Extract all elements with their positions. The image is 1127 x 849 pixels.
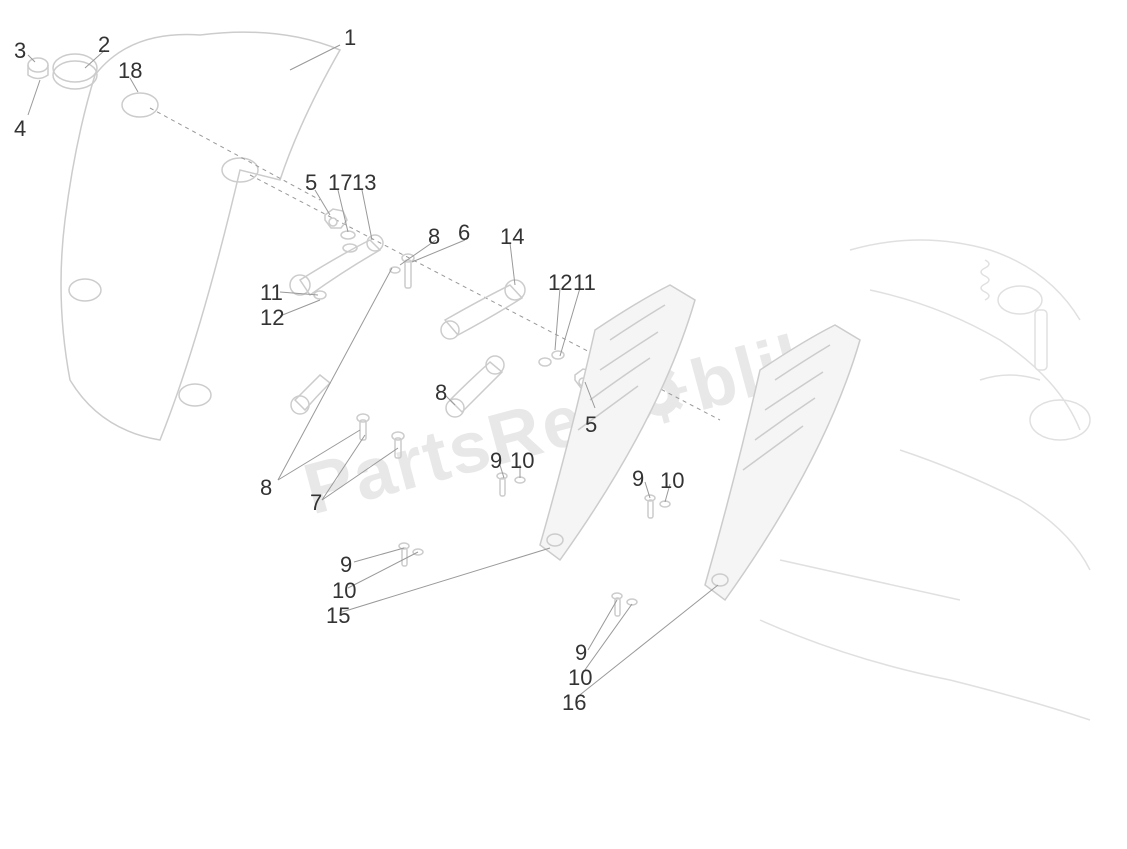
callout-8b: 8 xyxy=(260,475,272,501)
callout-8c: 8 xyxy=(435,380,447,406)
callout-14: 14 xyxy=(500,224,524,250)
callout-6: 6 xyxy=(458,220,470,246)
callout-9d: 9 xyxy=(575,640,587,666)
callout-4: 4 xyxy=(14,116,26,142)
callout-1: 1 xyxy=(344,25,356,51)
callout-11b: 11 xyxy=(573,270,596,296)
callout-13: 13 xyxy=(352,170,376,196)
callout-17: 17 xyxy=(328,170,352,196)
callout-5b: 5 xyxy=(585,412,597,438)
callout-5a: 5 xyxy=(305,170,317,196)
callout-7: 7 xyxy=(310,490,322,516)
callout-15: 15 xyxy=(326,603,350,629)
callout-10b: 10 xyxy=(660,468,684,494)
callout-9a: 9 xyxy=(490,448,502,474)
technical-drawing xyxy=(0,0,1127,849)
callout-9b: 9 xyxy=(632,466,644,492)
callout-12a: 12 xyxy=(260,305,284,331)
callout-8a: 8 xyxy=(428,224,440,250)
callout-10a: 10 xyxy=(510,448,534,474)
callout-10c: 10 xyxy=(332,578,356,604)
callout-11a: 11 xyxy=(260,280,283,306)
callout-12b: 12 xyxy=(548,270,572,296)
callout-9c: 9 xyxy=(340,552,352,578)
callout-3: 3 xyxy=(14,38,26,64)
parts-diagram: PartsRepblik xyxy=(0,0,1127,849)
callout-2: 2 xyxy=(98,32,110,58)
callout-16: 16 xyxy=(562,690,586,716)
callout-10d: 10 xyxy=(568,665,592,691)
callout-18: 18 xyxy=(118,58,142,84)
